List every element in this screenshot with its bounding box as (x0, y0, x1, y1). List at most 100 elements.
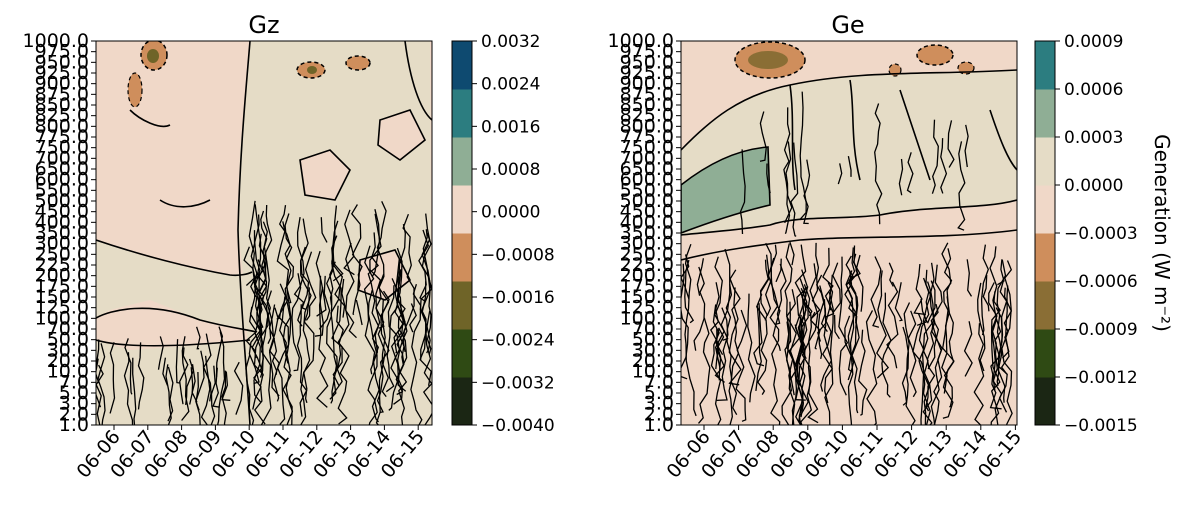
contour-line (376, 290, 390, 414)
y-tick-label: 700.0 (620, 147, 674, 169)
contour-line (784, 243, 796, 425)
contour-line (888, 262, 894, 287)
y-tick-label: 800.0 (35, 115, 89, 137)
y-tick-label: 400.0 (620, 211, 674, 233)
gz-title: Gz (248, 11, 279, 39)
contour-line (966, 259, 973, 297)
y-tick-label: 800.0 (620, 115, 674, 137)
y-tick-label: 700.0 (35, 147, 89, 169)
y-tick-label: 950.0 (620, 51, 674, 73)
panel-ge: Ge 1.02.03.05.07.010.020.030.050.070.010… (608, 11, 1027, 483)
gz-negative-patch-3 (345, 55, 371, 71)
y-tick-label: 175.0 (620, 275, 674, 297)
contour-line (855, 254, 864, 312)
y-tick-label: 600.0 (35, 169, 89, 191)
contour-line (318, 275, 331, 330)
y-tick-label: 100.0 (35, 307, 89, 329)
ge-negative-patch-1-core (748, 51, 788, 69)
contour-line (809, 311, 821, 350)
contour-line (716, 307, 729, 402)
contour-line (410, 284, 423, 425)
colorbar-tick-label: 0.0009 (1064, 32, 1123, 52)
contour-line (795, 294, 807, 425)
y-tick-label: 300.0 (35, 233, 89, 255)
ge-colorbar: 0.0009 0.0006 0.0003 0.0000 −0.0003 −0.0006 −0… (1034, 32, 1174, 436)
contour-line (191, 364, 198, 403)
y-tick-label: 7.0 (59, 371, 89, 393)
contour-line (824, 292, 834, 425)
contour-line (759, 254, 770, 295)
ge-dense-contours (681, 91, 1013, 425)
contour-line (165, 364, 172, 425)
contour-line (124, 338, 133, 395)
contour-line (886, 281, 899, 369)
contour-line (710, 304, 722, 425)
y-tick-label: 1000.0 (23, 30, 89, 52)
contour-line (266, 290, 278, 375)
contour-line (1001, 260, 1013, 425)
colorbar-tick-label: 0.0032 (481, 32, 540, 52)
contour-line (747, 293, 756, 403)
contour-line (304, 251, 317, 321)
contour-line (876, 270, 890, 379)
contour-line (409, 303, 417, 333)
gz-dense-contours (96, 200, 432, 425)
colorbar-level-block (452, 377, 472, 426)
y-tick-label: 750.0 (35, 137, 89, 159)
y-tick-label: 2.0 (644, 403, 674, 425)
contour-line (355, 299, 363, 326)
colorbar-level-block (452, 281, 472, 330)
y-tick-label: 850.0 (620, 94, 674, 116)
y-tick-label: 550.0 (620, 179, 674, 201)
y-tick-label: 775.0 (35, 126, 89, 148)
contour-line (714, 256, 725, 371)
colorbar-tick-label: −0.0040 (481, 416, 555, 436)
ge-negative-patch-3 (957, 61, 975, 75)
colorbar-level-block (1035, 377, 1055, 426)
y-tick-label: 650.0 (35, 158, 89, 180)
contour-line (325, 260, 338, 400)
y-tick-label: 250.0 (35, 243, 89, 265)
contour-line (784, 301, 795, 396)
y-tick-label: 950.0 (35, 51, 89, 73)
y-tick-label: 350.0 (35, 222, 89, 244)
contour-line (907, 310, 917, 398)
contour-line (402, 213, 415, 353)
ge-title: Ge (831, 11, 864, 39)
contour-line (870, 256, 882, 328)
colorbar-tick-label: −0.0006 (1064, 272, 1138, 292)
contour-line (755, 294, 768, 395)
colorbar-level-block (1035, 281, 1055, 330)
colorbar-tick-label: 0.0000 (481, 203, 540, 223)
contour-line (693, 266, 706, 351)
contour-line (781, 321, 794, 425)
contour-line (696, 258, 705, 296)
contour-line (820, 299, 828, 332)
contour-line (931, 119, 939, 194)
gz-x-axis: 06-0606-0706-0806-0906-1006-1106-1206-13… (72, 425, 429, 483)
ge-colorbar-label: Generation (W m⁻²) (1150, 134, 1174, 332)
contour-line (331, 305, 344, 396)
contour-line (789, 241, 795, 266)
y-tick-label: 50.0 (47, 329, 89, 351)
colorbar-tick-label: 0.0000 (1064, 176, 1123, 196)
colorbar-level-block (452, 329, 472, 378)
contour-line (788, 324, 801, 425)
contour-line (921, 269, 932, 425)
colorbar-tick-label: −0.0009 (1064, 320, 1138, 340)
colorbar-tick-label: 0.0024 (481, 75, 540, 95)
contour-line (795, 314, 806, 425)
colorbar-level-block (452, 233, 472, 282)
colorbar-level-block (1035, 89, 1055, 138)
contour-line (739, 149, 746, 235)
contour-line (903, 302, 916, 425)
gz-colorbar-frame (451, 40, 473, 426)
contour-line (375, 201, 387, 425)
contour-line (858, 329, 868, 416)
gz-contour-lines (96, 41, 432, 425)
contour-line (221, 371, 231, 401)
colorbar-level-block (1035, 185, 1055, 234)
contour-line (330, 235, 344, 404)
contour-line (982, 274, 990, 312)
contour-line (874, 103, 883, 225)
